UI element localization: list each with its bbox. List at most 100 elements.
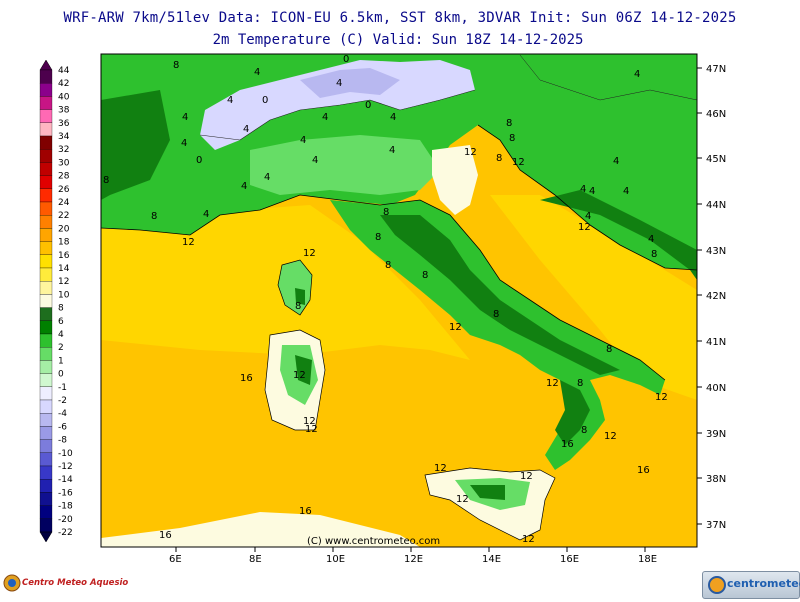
legend-swatch [39, 333, 53, 348]
latitude-axis: 47N 46N 45N 44N 43N 42N 41N 40N 39N 38N … [706, 64, 726, 531]
legend-label: -2 [58, 396, 67, 406]
legend-swatch [39, 505, 53, 519]
contour-label: 4 [254, 67, 260, 78]
legend-label: -4 [58, 409, 67, 419]
lon-label: 18E [638, 554, 657, 565]
lon-label: 12E [404, 554, 423, 565]
sicily-core [470, 485, 505, 500]
contour-label: 8 [496, 153, 502, 164]
color-legend: 4442403836343230282624222018161412108642… [39, 59, 73, 543]
african-coast [101, 512, 420, 547]
legend-swatch [39, 386, 53, 401]
contour-label: 8 [422, 270, 428, 281]
contour-label: 12 [578, 222, 591, 233]
contour-label: 4 [336, 78, 342, 89]
header-run-info: WRF-ARW 7km/51lev Data: ICON-EU 6.5km, S… [63, 10, 737, 26]
logo-left-text: Centro Meteo Aquesio [22, 578, 129, 588]
legend-label: -12 [58, 462, 73, 472]
contour-label: 16 [240, 373, 253, 384]
contour-label: 4 [203, 209, 209, 220]
contour-label: 12 [655, 392, 668, 403]
contour-label: 4 [181, 138, 187, 149]
sardinia-core [295, 355, 312, 385]
header-field-valid: 2m Temperature (C) Valid: Sun 18Z 14-12-… [212, 32, 584, 48]
logo-right-text: centrometeo [727, 577, 800, 590]
contour-label: 0 [365, 100, 371, 111]
legend-label: 42 [58, 79, 69, 89]
legend-label: -18 [58, 502, 73, 512]
legend-swatch [39, 267, 53, 282]
contour-label: 8 [493, 309, 499, 320]
contour-label: 4 [243, 124, 249, 135]
coastline-west [101, 194, 666, 381]
contour-label: 4 [580, 184, 586, 195]
lat-label: 43N [706, 246, 726, 257]
lon-label: 14E [482, 554, 501, 565]
contour-label: 4 [322, 112, 328, 123]
legend-swatch [39, 188, 53, 203]
dark-green-croatia [540, 190, 697, 280]
latitude-ticks [697, 67, 702, 525]
contour-label: 12 [456, 494, 469, 505]
contour-label: 8 [375, 232, 381, 243]
contour-label: 4 [585, 211, 591, 222]
longitude-ticks [175, 547, 646, 552]
contour-label: 8 [295, 301, 301, 312]
contour-label: 8 [606, 344, 612, 355]
contour-label: 4 [300, 135, 306, 146]
legend-swatch [39, 492, 53, 506]
contour-label: 8 [385, 260, 391, 271]
alpine-border [199, 89, 476, 141]
lon-label: 10E [326, 554, 345, 565]
legend-swatch [39, 518, 53, 533]
legend-label: 22 [58, 211, 69, 221]
legend-swatch [39, 175, 53, 189]
contour-label: 12 [520, 471, 533, 482]
lat-label: 38N [706, 474, 726, 485]
contour-label: 4 [634, 69, 640, 80]
legend-swatch [39, 465, 53, 480]
legend-label: 28 [58, 172, 70, 182]
legend-swatch [39, 426, 53, 440]
contour-label: 4 [241, 181, 247, 192]
lon-label: 8E [249, 554, 262, 565]
lat-label: 46N [706, 109, 726, 120]
contour-label: 0 [262, 95, 268, 106]
legend-arrow-top [39, 59, 53, 71]
legend-label: 32 [58, 145, 69, 155]
legend-label: 44 [58, 66, 70, 76]
contour-label: 16 [159, 530, 172, 541]
coastline-corsica [277, 259, 313, 316]
legend-label: 26 [58, 185, 70, 195]
legend-label: 36 [58, 119, 70, 129]
contour-label: 4 [264, 172, 270, 183]
contour-label: 12 [604, 431, 617, 442]
legend-swatch [39, 228, 53, 242]
contour-label: 8 [173, 60, 179, 71]
logo-centrometeo[interactable]: centrometeo [702, 571, 800, 599]
legend-label: 30 [58, 158, 70, 168]
logo-centro-meteo-aquesio: Centro Meteo Aquesio [2, 568, 128, 598]
legend-label: 1 [58, 356, 64, 366]
watermark: (C) www.centrometeo.com [307, 536, 440, 547]
contour-label: 4 [589, 186, 595, 197]
lat-label: 39N [706, 429, 726, 440]
legend-swatch [39, 320, 53, 335]
legend-swatch [39, 413, 53, 427]
legend-label: 20 [58, 224, 70, 234]
legend-label: -22 [58, 528, 73, 538]
legend-swatch [39, 215, 53, 229]
longitude-axis: 6E 8E 10E 12E 14E 16E 18E [169, 554, 657, 565]
legend-swatch [39, 96, 53, 110]
legend-label: 24 [58, 198, 70, 208]
cold-alps-core [300, 68, 400, 98]
contour-label: 16 [299, 506, 312, 517]
legend-label: 14 [58, 264, 70, 274]
contour-label: 12 [434, 463, 447, 474]
contour-label: 8 [383, 207, 389, 218]
lat-label: 45N [706, 154, 726, 165]
legend-swatch [39, 241, 53, 255]
legend-swatch [39, 135, 53, 150]
map-field [101, 54, 697, 547]
logo-emblem-icon [3, 574, 21, 592]
